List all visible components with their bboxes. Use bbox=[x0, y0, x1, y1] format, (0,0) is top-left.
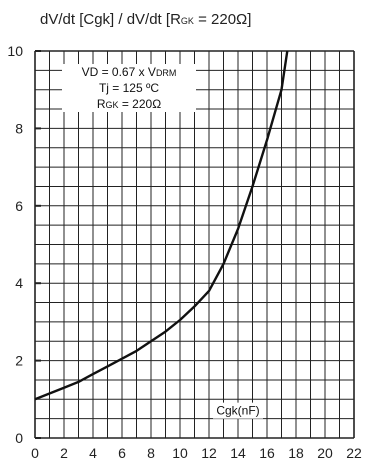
x-axis-label: Cgk(nF) bbox=[216, 404, 259, 418]
y-tick-label: 2 bbox=[15, 353, 23, 369]
series-line-0 bbox=[34, 50, 289, 401]
x-tick-label: 10 bbox=[172, 445, 188, 461]
annotation-line-rgk: RGK = 220Ω bbox=[97, 97, 161, 111]
annotation-box: VD = 0.67 x VDRM Tj = 125 ºC RGK = 220Ω bbox=[62, 64, 196, 112]
annotation-line-tj: Tj = 125 ºC bbox=[99, 81, 159, 95]
x-tick-label: 14 bbox=[230, 445, 246, 461]
x-tick-label: 12 bbox=[201, 445, 217, 461]
y-tick-label: 0 bbox=[15, 430, 23, 446]
y-tick-label: 8 bbox=[15, 120, 23, 136]
y-tick-label: 10 bbox=[7, 43, 23, 59]
x-tick-label: 20 bbox=[317, 445, 333, 461]
x-tick-label: 2 bbox=[60, 445, 68, 461]
x-tick-label: 16 bbox=[259, 445, 275, 461]
tick-labels: 0 2 4 6 8 10 12 14 16 18 20 22 0 2 4 6 8 10 bbox=[7, 43, 362, 461]
x-tick-label: 8 bbox=[147, 445, 155, 461]
x-axis-label-group: Cgk(nF) bbox=[213, 402, 263, 419]
chart-title: dV/dt [Cgk] / dV/dt [RGK = 220Ω] bbox=[40, 11, 251, 28]
x-tick-label: 0 bbox=[31, 445, 39, 461]
x-tick-label: 6 bbox=[118, 445, 126, 461]
y-tick-label: 6 bbox=[15, 198, 23, 214]
y-tick-label: 4 bbox=[15, 275, 23, 291]
annotation-line-vd: VD = 0.67 x VDRM bbox=[82, 65, 177, 79]
series bbox=[34, 50, 289, 401]
grid bbox=[34, 50, 355, 439]
x-tick-label: 18 bbox=[288, 445, 304, 461]
x-tick-label: 22 bbox=[346, 445, 362, 461]
x-tick-label: 4 bbox=[89, 445, 97, 461]
